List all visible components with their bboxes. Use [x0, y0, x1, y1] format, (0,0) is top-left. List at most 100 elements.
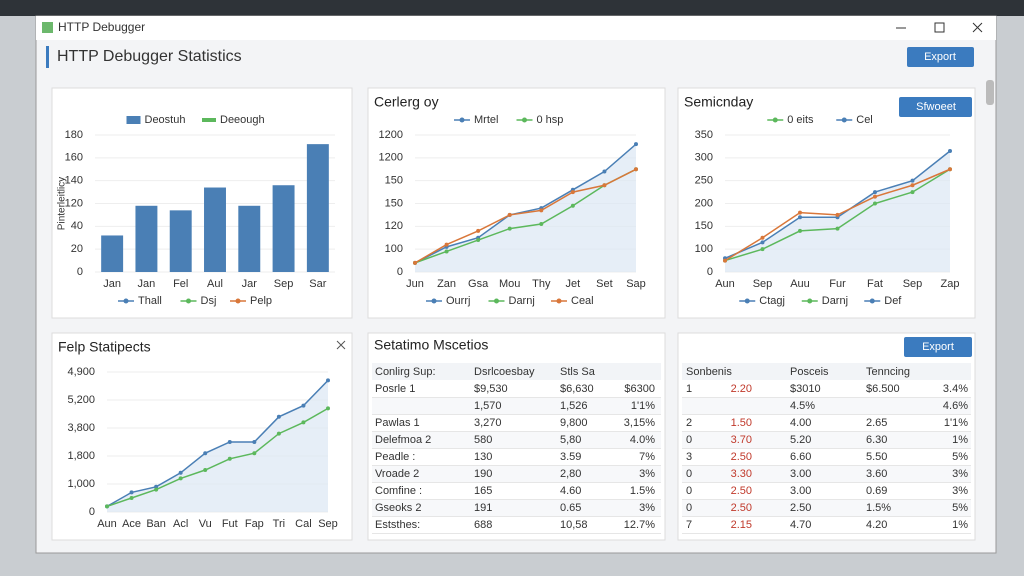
y-tick-label: 1200 — [379, 129, 403, 141]
x-tick-label: Sep — [318, 518, 338, 530]
point — [798, 210, 802, 215]
bar — [101, 235, 124, 272]
table-cell: 5% — [952, 502, 968, 514]
table-cell: 3.60 — [866, 468, 887, 480]
point — [798, 215, 802, 220]
point — [910, 190, 915, 195]
legend-label: Thall — [138, 295, 162, 307]
point — [227, 456, 232, 461]
point — [444, 242, 449, 247]
table-cell: 9,800 — [560, 417, 588, 429]
export-label[interactable]: Export — [924, 51, 956, 63]
point — [723, 258, 727, 263]
point — [105, 504, 109, 509]
legend-dot — [807, 298, 813, 304]
legend-label: Deeough — [220, 114, 265, 126]
x-tick-label: Thy — [532, 278, 551, 290]
table-cell: $6300 — [624, 383, 655, 395]
line — [414, 168, 637, 264]
table-cell: 3.30 — [731, 468, 752, 480]
point — [760, 235, 765, 240]
panel-button[interactable] — [904, 337, 972, 357]
table-cell: $9,530 — [474, 383, 508, 395]
scrollbar[interactable] — [986, 80, 994, 105]
table-cell: 1,526 — [560, 400, 588, 412]
point — [444, 249, 449, 254]
point — [476, 228, 481, 233]
table-cell: 12.7% — [624, 519, 655, 531]
table-cell: 6.60 — [790, 451, 811, 463]
area — [107, 380, 328, 512]
table-cell: 2.50 — [731, 485, 752, 497]
row-stripe — [372, 500, 661, 517]
legend-dot — [869, 298, 875, 304]
table-cell: 1.5% — [866, 502, 891, 514]
table-cell: 165 — [474, 485, 492, 497]
table-cell: 10,58 — [560, 519, 588, 531]
panel-button-label[interactable]: Export — [922, 341, 954, 353]
table-cell: 5,80 — [560, 434, 581, 446]
y-tick-label: 100 — [695, 243, 713, 255]
point — [948, 167, 952, 172]
point — [203, 451, 208, 456]
row-stripe — [682, 432, 971, 449]
y-tick-label: 0 — [397, 266, 403, 278]
column-header: Conlirg Sup: — [375, 366, 436, 378]
x-tick-label: Aul — [207, 278, 223, 290]
row-stripe — [372, 398, 661, 415]
table-header-row — [372, 363, 661, 380]
point — [129, 496, 134, 500]
y-tick-label: 150 — [385, 175, 403, 187]
point — [910, 183, 915, 188]
table-cell: 3% — [952, 485, 968, 497]
table-cell: 0 — [686, 468, 692, 480]
table-cell: 2.65 — [866, 417, 887, 429]
title-bar — [36, 16, 996, 40]
panel-close[interactable] — [336, 340, 346, 350]
y-tick-label: 1,000 — [67, 478, 95, 490]
legend-swatch — [202, 118, 216, 122]
maximize[interactable] — [934, 22, 945, 33]
row-stripe — [682, 466, 971, 483]
legend-dot — [772, 117, 778, 123]
table-cell: $6.500 — [866, 383, 900, 395]
export-button[interactable] — [907, 47, 974, 67]
point — [476, 238, 481, 243]
table-cell: 2.50 — [790, 502, 811, 514]
table-cell: 4.70 — [790, 519, 811, 531]
x-tick-label: Jar — [242, 278, 258, 290]
table-cell: 2 — [686, 417, 692, 429]
legend-label: Def — [884, 295, 902, 307]
chart-title: Felp Statipects — [58, 339, 151, 355]
close[interactable] — [972, 22, 983, 33]
window-title: HTTP Debugger — [58, 20, 145, 34]
y-tick-label: 0 — [89, 506, 95, 518]
table-cell: 3,15% — [624, 417, 655, 429]
table-cell: 1.5% — [630, 485, 655, 497]
table-cell: 5% — [952, 451, 968, 463]
table-cell: 7 — [686, 519, 692, 531]
point — [760, 240, 765, 245]
legend-swatch — [126, 116, 141, 124]
table-cell: 2.50 — [731, 451, 752, 463]
point — [539, 208, 544, 213]
point — [154, 487, 159, 492]
column-header: Sonbenis — [686, 366, 732, 378]
table-cell: 4.5% — [790, 400, 815, 412]
y-tick-label: 120 — [385, 220, 403, 232]
point — [570, 203, 575, 208]
x-tick-label: Aun — [97, 518, 117, 530]
table-cell: 7% — [639, 451, 655, 463]
x-tick-label: Cal — [295, 518, 312, 530]
panel-button-label[interactable]: Sfwoeet — [916, 101, 956, 113]
x-tick-label: Fat — [867, 278, 883, 290]
legend-dot — [431, 298, 437, 304]
x-tick-label: Zan — [437, 278, 456, 290]
panel-button[interactable] — [899, 97, 972, 117]
app-icon — [42, 22, 53, 33]
y-tick-label: 20 — [71, 243, 83, 255]
table-cell: 4.6% — [943, 400, 968, 412]
y-tick-label: 150 — [385, 197, 403, 209]
table-cell: 2,80 — [560, 468, 581, 480]
